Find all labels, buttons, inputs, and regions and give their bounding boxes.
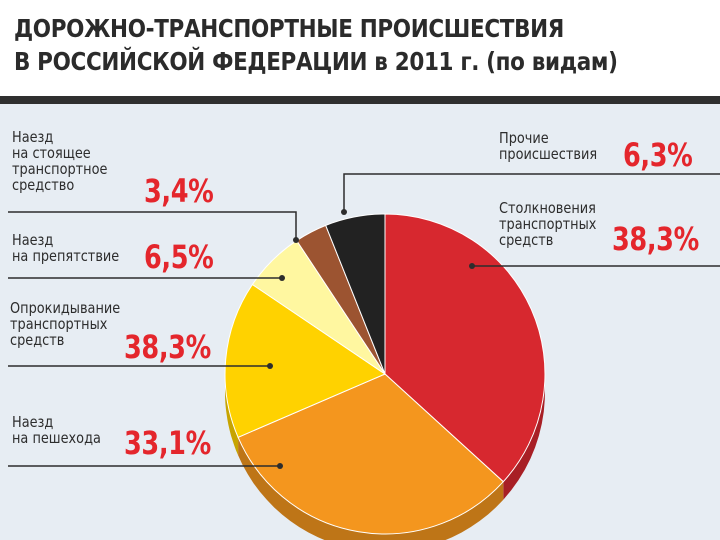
leader-pedestrian-dot xyxy=(277,463,283,469)
label-pedestrian: Наезд на пешехода xyxy=(12,414,101,446)
label-line: средств xyxy=(499,231,554,249)
title-divider xyxy=(0,96,720,104)
label-obstacle: Наезд на препятствие xyxy=(12,232,119,264)
leader-collision-dot xyxy=(469,263,475,269)
label-line: на пешехода xyxy=(12,429,101,447)
label-line: средство xyxy=(12,176,75,194)
label-line: на препятствие xyxy=(12,247,120,265)
chart-title-line-2: В РОССИЙСКОЙ ФЕДЕРАЦИИ в 2011 г. (по вид… xyxy=(14,47,618,76)
chart-title: ДОРОЖНО-ТРАНСПОРТНЫЕ ПРОИСШЕСТВИЯ В РОСС… xyxy=(14,12,618,78)
label-line: средств xyxy=(10,331,65,349)
chart-title-line-1: ДОРОЖНО-ТРАНСПОРТНЫЕ ПРОИСШЕСТВИЯ xyxy=(14,14,565,43)
slice-rollover xyxy=(224,283,387,438)
label-line: транспортных xyxy=(10,315,108,333)
pct-collision: 38,3% xyxy=(612,220,699,258)
pct-parked-vehicle: 3,4% xyxy=(144,172,214,210)
label-line: Наезд xyxy=(12,231,54,249)
label-other: Прочие происшествия xyxy=(499,130,597,162)
pie-chart xyxy=(8,173,720,540)
label-rollover: Опрокидывание транспортных средств xyxy=(10,300,120,348)
label-line: Опрокидывание xyxy=(10,299,121,317)
label-line: Наезд xyxy=(12,413,54,431)
leader-obstacle-dot xyxy=(279,275,285,281)
slice-pedestrian xyxy=(237,373,505,535)
leader-parked-vehicle xyxy=(8,211,297,240)
slice-pedestrian-side xyxy=(238,437,504,540)
label-parked-vehicle: Наезд на стоящее транспортное средство xyxy=(12,129,107,193)
title-area: ДОРОЖНО-ТРАНСПОРТНЫЕ ПРОИСШЕСТВИЯ В РОСС… xyxy=(0,0,720,96)
pct-obstacle: 6,5% xyxy=(144,238,214,276)
label-line: Наезд xyxy=(12,128,54,146)
pct-rollover: 38,3% xyxy=(124,328,211,366)
label-line: на стоящее xyxy=(12,144,91,162)
label-line: Столкновения xyxy=(499,199,596,217)
pct-pedestrian: 33,1% xyxy=(124,424,211,462)
label-line: транспортных xyxy=(499,215,597,233)
leader-other-dot xyxy=(341,209,347,215)
pie-top-layer xyxy=(224,213,546,535)
chart-panel: Наезд на стоящее транспортное средство 3… xyxy=(0,104,720,540)
leader-parked-vehicle-dot xyxy=(293,237,299,243)
label-line: транспортное xyxy=(12,160,108,178)
leader-rollover-dot xyxy=(267,363,273,369)
label-collision: Столкновения транспортных средств xyxy=(499,200,596,248)
label-line: Прочие xyxy=(499,129,549,147)
slice-other xyxy=(325,213,386,375)
leader-lines xyxy=(8,173,720,469)
leader-other xyxy=(343,173,720,212)
slice-collision xyxy=(384,213,546,483)
pct-other: 6,3% xyxy=(623,136,693,174)
label-line: происшествия xyxy=(499,145,598,163)
